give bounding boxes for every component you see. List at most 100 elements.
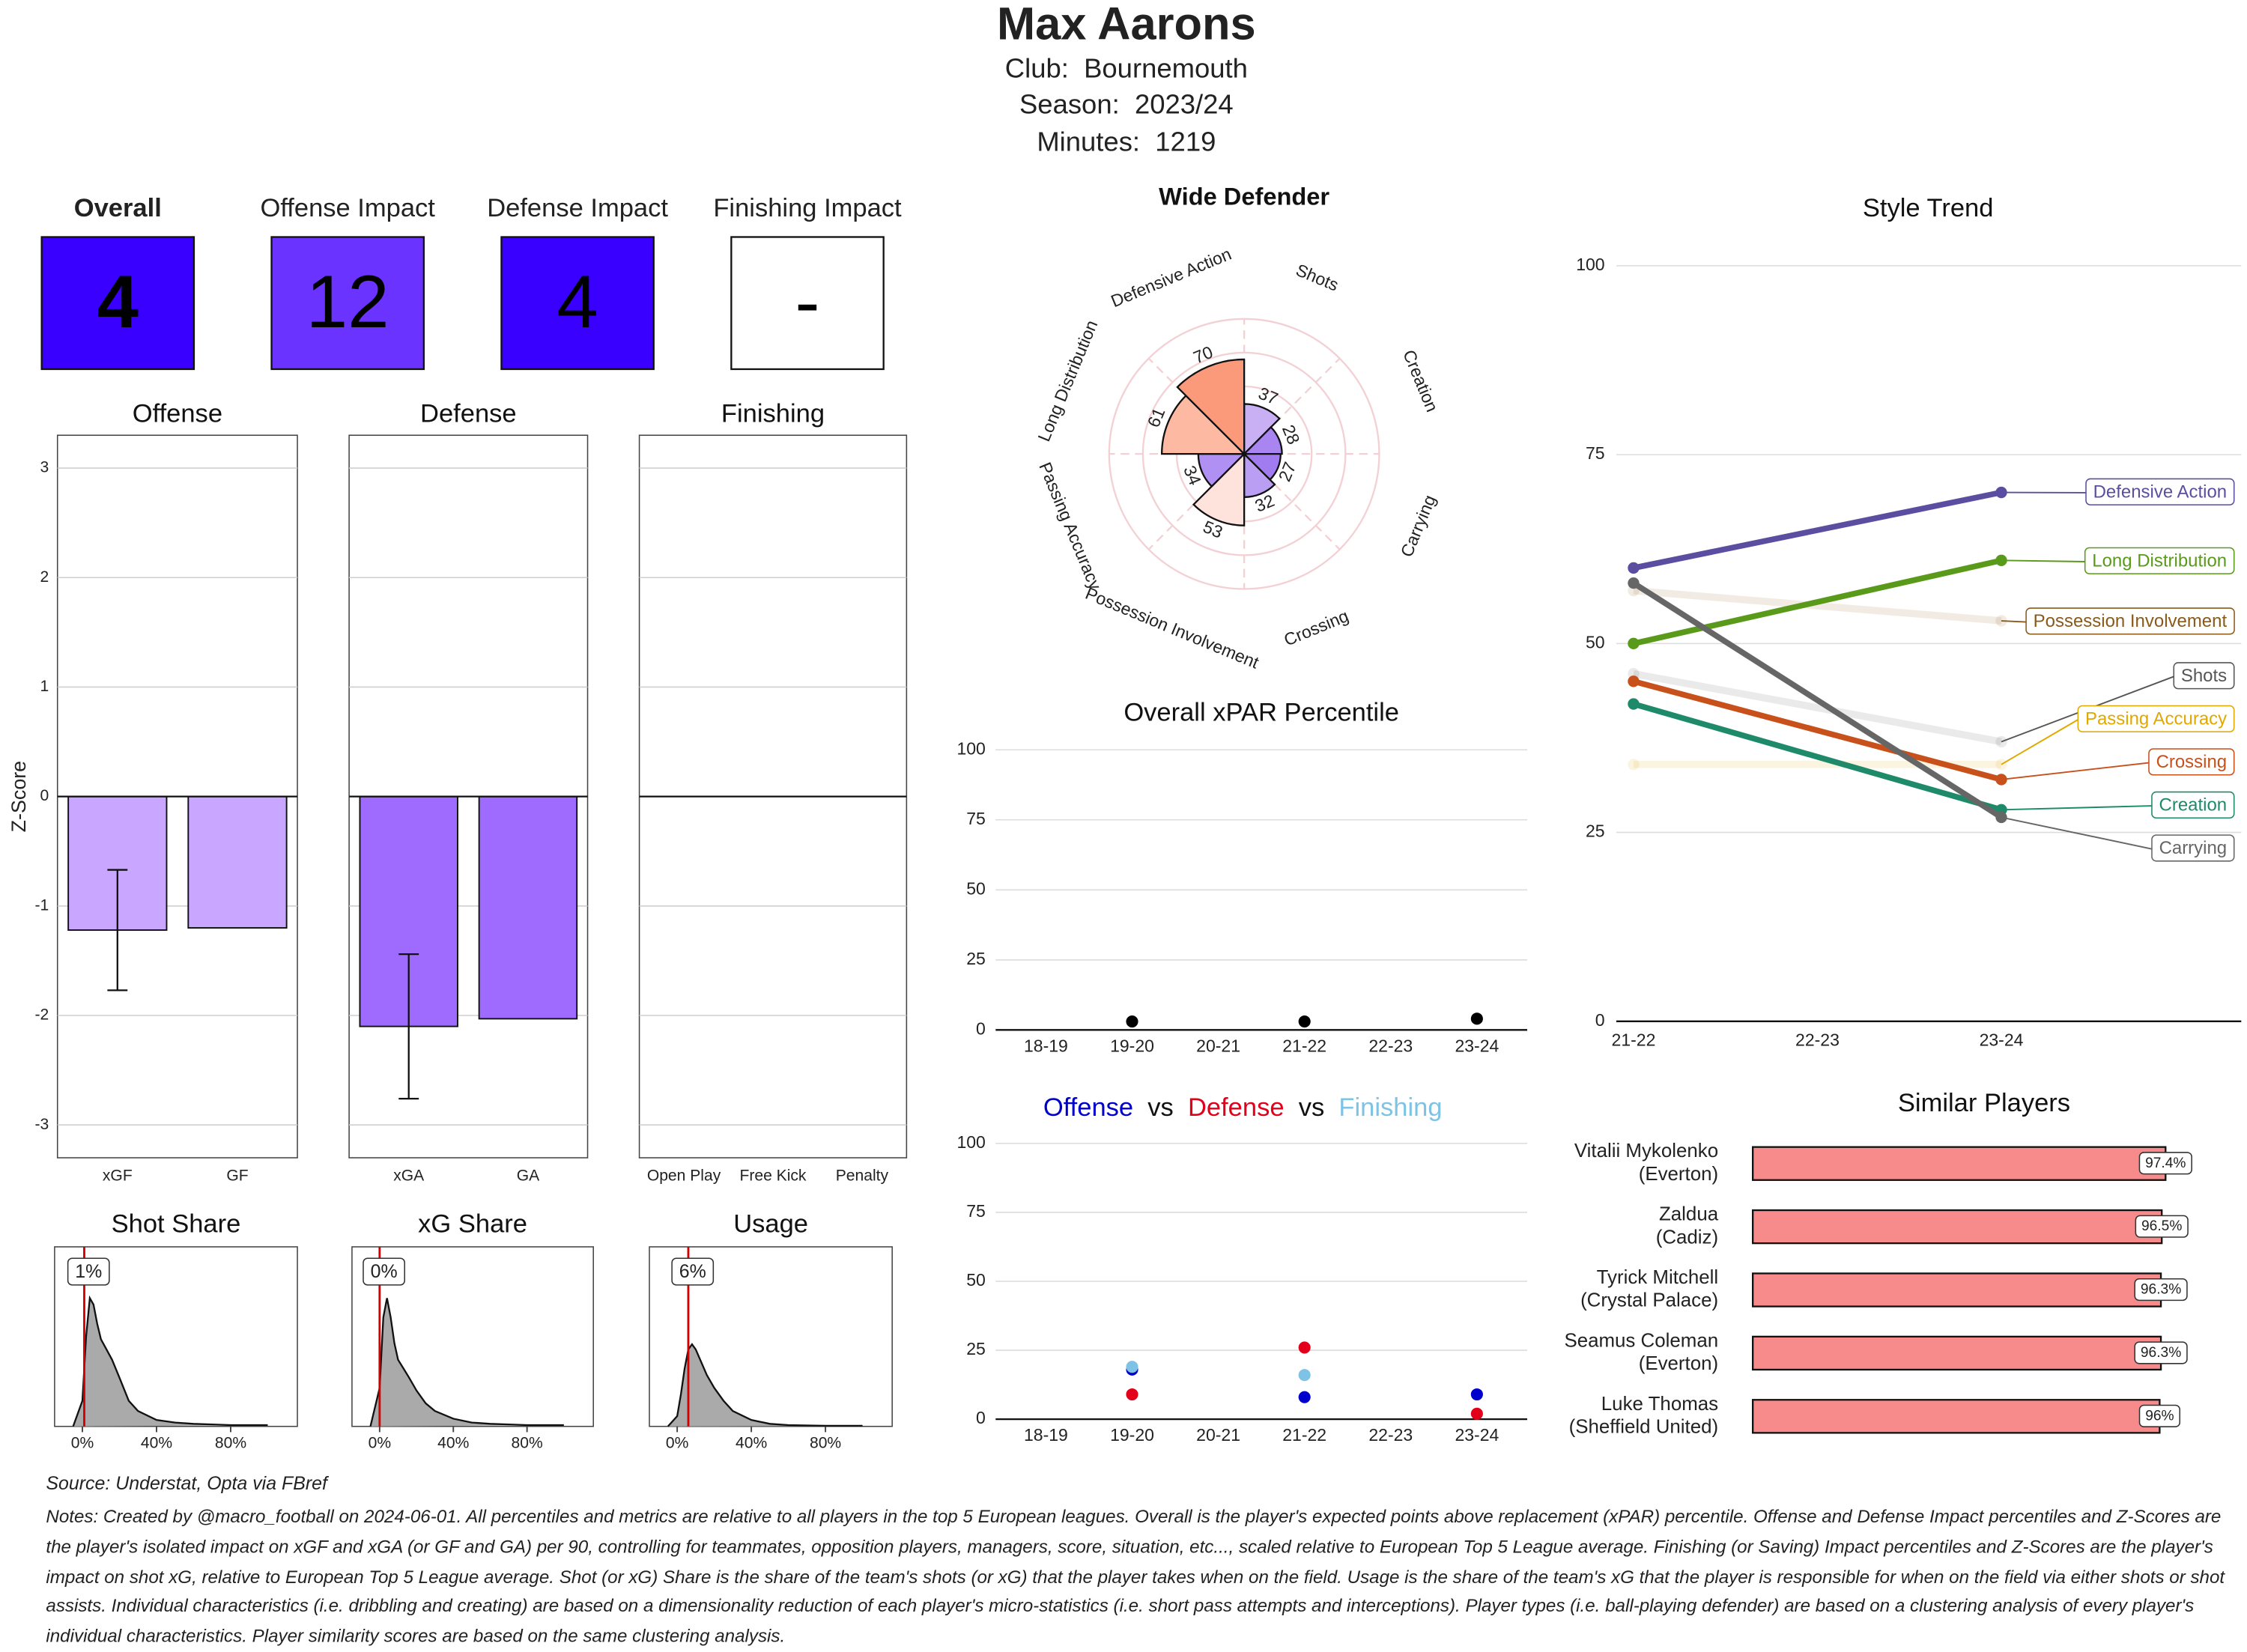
trend-line (1634, 704, 2001, 810)
y-tick-label: 25 (1586, 822, 1605, 841)
x-tick-label: 20-21 (1196, 1036, 1240, 1055)
marker-label: 0% (371, 1261, 398, 1282)
x-tick-label: 40% (437, 1434, 469, 1451)
category-label: Defensive Action (1108, 244, 1234, 312)
value-label: 96.5% (2141, 1218, 2182, 1234)
x-tick-label: 19-20 (1110, 1425, 1154, 1445)
value-label: 28 (1279, 422, 1304, 447)
legend-entry: Possession Involvement (2034, 611, 2228, 631)
value-label: 37 (1255, 383, 1281, 409)
x-tick-label: 0% (369, 1434, 391, 1451)
value-label: 70 (1190, 342, 1216, 368)
x-tick-label: 40% (141, 1434, 172, 1451)
legend-entry: Shots (2181, 666, 2227, 686)
category-label: Long Distribution (1034, 318, 1101, 444)
value-label: 96% (2145, 1408, 2174, 1424)
marker-label: 1% (75, 1261, 102, 1282)
category-label: Possession Involvement (1082, 583, 1262, 672)
point (1126, 1015, 1138, 1027)
x-tick-label: 22-23 (1795, 1030, 1840, 1050)
leader-line (2001, 806, 2152, 810)
point (1299, 1015, 1311, 1027)
bar (1753, 1337, 2161, 1370)
panel-title: Wide Defender (1159, 182, 1329, 210)
x-tick-label: 22-23 (1368, 1425, 1413, 1445)
panel-title: Finishing (721, 399, 825, 428)
category-sublabel: (Sheffield United) (1569, 1416, 1718, 1437)
legend-entry: Offense (1043, 1093, 1133, 1122)
category-label: Crossing (1281, 606, 1351, 650)
y-axis-label: Z-Score (7, 761, 30, 832)
point (1628, 562, 1639, 574)
value-label: 97.4% (2145, 1156, 2186, 1171)
density-curve (371, 1298, 564, 1426)
legend-entry: Passing Accuracy (2085, 708, 2227, 729)
leader-line (2001, 817, 2152, 848)
x-tick-label: Open Play (647, 1167, 721, 1185)
title-joiner: vs (1147, 1093, 1174, 1122)
panel-title: Overall xPAR Percentile (1124, 698, 1399, 726)
x-tick-label: 23-24 (1980, 1030, 2024, 1050)
category-label: Luke Thomas (1601, 1394, 1718, 1415)
y-tick-label: 100 (956, 738, 985, 758)
club: Club: Bournemouth (1005, 53, 1248, 84)
value-label: 96.3% (2141, 1282, 2181, 1298)
x-tick-label: 0% (666, 1434, 688, 1451)
leader-line (2001, 763, 2149, 780)
x-tick-label: 19-20 (1110, 1036, 1154, 1055)
x-tick-label: 18-19 (1024, 1036, 1068, 1055)
panel-title: Shot Share (112, 1209, 241, 1238)
y-tick-label: 25 (966, 1339, 986, 1358)
trend-line (1634, 560, 2001, 643)
category-label: Passing Accuracy (1035, 459, 1106, 592)
tile-label: Offense Impact (260, 194, 435, 222)
value-label: 96.3% (2141, 1345, 2181, 1361)
point (1126, 1361, 1138, 1373)
bar (1753, 1210, 2162, 1243)
leader-line (2001, 560, 2085, 562)
category-sublabel: (Everton) (1639, 1353, 1718, 1374)
x-tick-label: 80% (215, 1434, 246, 1451)
x-tick-label: xGA (393, 1167, 425, 1185)
minutes: Minutes: 1219 (1037, 126, 1216, 157)
point (1628, 759, 1639, 770)
x-tick-label: 21-22 (1282, 1036, 1326, 1055)
category-label: Carrying (1397, 492, 1440, 559)
y-tick-label: 0 (976, 1408, 986, 1427)
density-curve (73, 1298, 268, 1426)
x-tick-label: 23-24 (1455, 1425, 1499, 1445)
point (1628, 675, 1639, 687)
point (1299, 1391, 1311, 1403)
y-tick-label: 50 (1586, 632, 1605, 652)
y-tick-label: 3 (40, 459, 49, 476)
y-tick-label: 75 (966, 809, 986, 828)
x-tick-label: xGF (103, 1167, 133, 1185)
legend-entry: Carrying (2159, 838, 2228, 858)
source: Source: Understat, Opta via FBref (46, 1472, 327, 1494)
tile-value: 4 (97, 261, 139, 344)
point (1126, 1388, 1138, 1400)
legend-entry: Crossing (2156, 752, 2228, 772)
panel-title: Similar Players (1898, 1089, 2070, 1117)
x-tick-label: 18-19 (1024, 1425, 1068, 1445)
y-tick-label: 100 (1576, 255, 1604, 274)
tile-value: - (795, 261, 819, 344)
point (1299, 1341, 1311, 1353)
tile-label: Defense Impact (487, 194, 668, 222)
point (1471, 1388, 1483, 1400)
panel-title: Defense (420, 399, 517, 428)
y-tick-label: 0 (1595, 1010, 1605, 1030)
tile-label: Finishing Impact (713, 194, 902, 222)
bar (1753, 1400, 2159, 1433)
point (1628, 577, 1639, 589)
title-joiner: vs (1299, 1093, 1325, 1122)
point (1628, 698, 1639, 709)
bar (1753, 1273, 2161, 1306)
tile-label: Overall (74, 194, 162, 222)
legend-entry: Defense (1188, 1093, 1285, 1122)
season: Season: 2023/24 (1019, 89, 1234, 120)
tile-value: 12 (306, 261, 389, 344)
